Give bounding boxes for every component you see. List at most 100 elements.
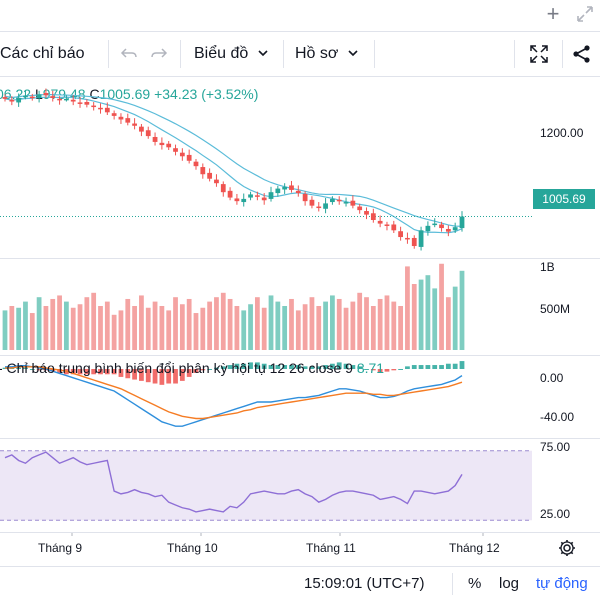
percent-toggle[interactable]: % xyxy=(468,575,482,592)
candle-body xyxy=(282,186,288,190)
macd-histogram-bar xyxy=(439,365,444,369)
volume-bar xyxy=(111,314,117,350)
macd-histogram-bar xyxy=(350,365,356,369)
volume-bar xyxy=(425,275,431,350)
candle-body xyxy=(418,230,424,247)
volume-bar xyxy=(57,295,62,350)
macd-histogram-bar xyxy=(459,361,465,369)
volume-bar xyxy=(295,310,301,350)
volume-bar xyxy=(268,295,274,350)
rsi-band xyxy=(0,450,532,521)
auto-toggle[interactable]: tự động xyxy=(536,575,588,592)
macd-histogram-bar xyxy=(91,369,97,375)
pane-divider xyxy=(0,566,600,567)
volume-bar xyxy=(186,298,192,350)
candle-body xyxy=(370,213,376,220)
volume-bar xyxy=(452,286,458,350)
candle-body xyxy=(336,199,342,202)
macd-legend: - Chỉ báo trung bình biến đổi phân kỳ hộ… xyxy=(0,360,384,376)
macd-histogram-bar xyxy=(330,363,335,369)
candle-body xyxy=(316,206,322,209)
chart-menu-label: Biểu đồ xyxy=(194,45,249,62)
macd-histogram-bar xyxy=(411,365,417,369)
candle-body xyxy=(139,126,144,132)
macd-histogram-bar xyxy=(118,369,124,377)
macd-histogram-bar xyxy=(173,369,178,384)
candle-body xyxy=(445,228,451,232)
volume-bar xyxy=(207,301,213,350)
settings-gear-icon[interactable] xyxy=(557,538,577,563)
indicators-button[interactable]: Các chỉ báo xyxy=(0,32,85,76)
undo-icon[interactable] xyxy=(120,32,138,76)
moving-average-line xyxy=(4,93,463,227)
candle-body xyxy=(36,94,42,98)
macd-histogram-bar xyxy=(254,362,260,369)
pane-divider xyxy=(0,258,600,259)
chart-area[interactable] xyxy=(0,76,600,566)
macd-histogram-bar xyxy=(84,369,90,375)
macd-histogram-bar xyxy=(23,367,28,369)
fullscreen-icon[interactable] xyxy=(528,32,550,76)
volume-bar xyxy=(104,301,110,350)
volume-bar xyxy=(391,301,397,350)
volume-axis-label: 1B xyxy=(540,260,555,274)
volume-bar xyxy=(343,307,349,350)
candle-body xyxy=(70,99,76,102)
share-icon[interactable] xyxy=(572,32,592,76)
pane-divider xyxy=(0,532,600,533)
window-header: + xyxy=(0,0,600,30)
log-toggle[interactable]: log xyxy=(499,575,520,592)
volume-bar xyxy=(370,306,376,350)
macd-histogram-bar xyxy=(425,365,431,369)
time-axis-label: Tháng 12 xyxy=(449,541,500,555)
candle-body xyxy=(289,185,294,190)
macd-histogram-bar xyxy=(125,369,131,379)
volume-axis-label: 500M xyxy=(540,302,571,316)
toolbar-divider xyxy=(562,40,563,68)
bottom-divider xyxy=(452,573,453,595)
volume-bar xyxy=(98,306,103,350)
macd-axis-label: -40.00 xyxy=(540,410,575,424)
macd-histogram-bar xyxy=(384,369,390,372)
volume-bar xyxy=(289,298,294,350)
candle-body xyxy=(2,97,8,99)
candle-body xyxy=(23,95,28,98)
candle-body xyxy=(173,148,178,152)
candle-body xyxy=(159,142,165,146)
candle-body xyxy=(309,199,315,206)
volume-bar xyxy=(254,297,260,350)
candle-body xyxy=(357,206,363,211)
macd-histogram-bar xyxy=(275,365,281,369)
volume-bar xyxy=(282,306,288,350)
candle-body xyxy=(350,200,356,206)
plus-icon[interactable]: + xyxy=(546,1,560,26)
macd-histogram-bar xyxy=(166,369,172,384)
candle-body xyxy=(391,224,397,231)
volume-bar xyxy=(29,313,35,350)
macd-histogram-bar xyxy=(227,365,233,369)
volume-bar xyxy=(50,298,56,350)
profile-menu-button[interactable]: Hồ sơ xyxy=(295,32,358,76)
candle-body xyxy=(323,203,328,209)
redo-icon[interactable] xyxy=(150,32,168,76)
volume-bar xyxy=(70,307,76,350)
volume-bar xyxy=(23,301,28,350)
candle-body xyxy=(111,113,117,116)
volume-bar xyxy=(220,292,226,350)
macd-histogram-bar xyxy=(57,369,62,373)
moving-average-line xyxy=(4,96,463,234)
volume-bar xyxy=(248,304,253,350)
clock-time[interactable]: 15:09:01 (UTC+7) xyxy=(304,575,425,592)
chart-menu-button[interactable]: Biểu đồ xyxy=(194,32,268,76)
expand-arrows-icon[interactable] xyxy=(574,3,596,25)
candle-body xyxy=(166,143,172,148)
volume-bar xyxy=(445,297,451,350)
volume-bar xyxy=(179,304,185,350)
volume-bar xyxy=(241,310,247,350)
macd-histogram-bar xyxy=(132,369,137,380)
rsi-axis-label: 25.00 xyxy=(540,507,571,521)
macd-line xyxy=(5,365,463,427)
macd-histogram-bar xyxy=(452,363,458,369)
volume-bar xyxy=(330,295,335,350)
volume-bar xyxy=(200,307,206,350)
